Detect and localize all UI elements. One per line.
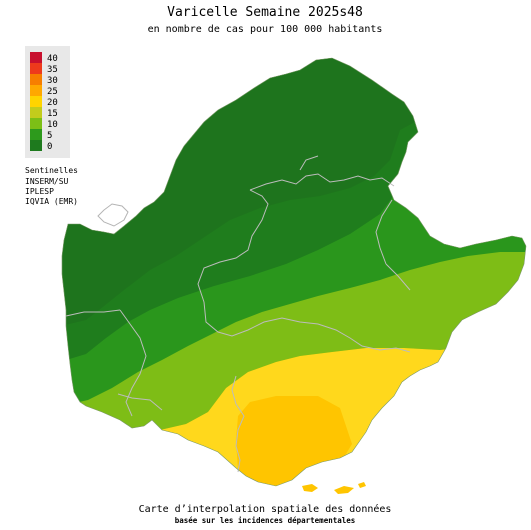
enclave-outline xyxy=(97,203,129,227)
footer-subtitle: basée sur les incidences départementales xyxy=(175,516,356,525)
legend-swatch xyxy=(30,74,42,85)
source-line: IQVIA (EMR) xyxy=(25,197,78,206)
island xyxy=(302,484,318,492)
legend-label: 25 xyxy=(47,87,58,97)
islands xyxy=(302,482,366,494)
legend-swatch xyxy=(30,107,42,118)
legend-label: 15 xyxy=(47,109,58,119)
legend-swatch xyxy=(30,129,42,140)
legend-label: 30 xyxy=(47,76,58,86)
island xyxy=(358,482,366,488)
region-outline xyxy=(61,57,527,487)
legend-swatch xyxy=(30,140,42,151)
footer-title: Carte d’interpolation spatiale des donné… xyxy=(139,503,392,515)
legend-label: 10 xyxy=(47,120,58,130)
source-line: INSERM/SU xyxy=(25,177,69,186)
legend-label: 35 xyxy=(47,65,58,75)
legend-swatch xyxy=(30,63,42,74)
legend-swatch xyxy=(30,118,42,129)
legend-swatch xyxy=(30,52,42,63)
source-line: IPLESP xyxy=(25,187,54,196)
legend-label: 40 xyxy=(47,54,58,64)
map-subtitle: en nombre de cas pour 100 000 habitants xyxy=(148,24,383,35)
legend-label: 5 xyxy=(47,131,52,141)
legend-label: 20 xyxy=(47,98,58,108)
map-title: Varicelle Semaine 2025s48 xyxy=(167,5,363,20)
department-borders xyxy=(65,155,411,473)
legend-swatch xyxy=(30,85,42,96)
source-line: Sentinelles xyxy=(25,166,78,175)
legend-swatch xyxy=(30,96,42,107)
legend-label: 0 xyxy=(47,142,52,152)
sources-block: Sentinelles INSERM/SU IPLESP IQVIA (EMR) xyxy=(25,166,78,206)
island xyxy=(334,486,354,494)
